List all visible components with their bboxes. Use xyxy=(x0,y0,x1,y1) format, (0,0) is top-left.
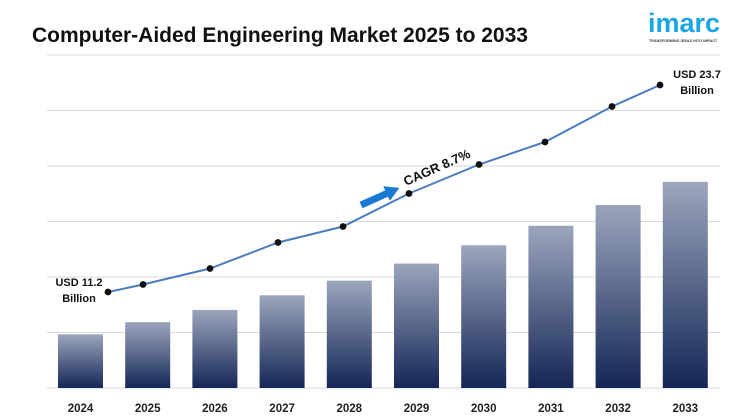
bar-2031 xyxy=(528,225,574,388)
trend-point-2033 xyxy=(656,81,664,89)
bar-2025 xyxy=(125,322,171,388)
bars xyxy=(58,181,708,388)
trend-point-2027 xyxy=(274,239,282,246)
trend-line-path xyxy=(107,84,661,293)
bar-2029 xyxy=(394,263,439,388)
trend-point-2030 xyxy=(475,161,483,168)
trend-point-2029 xyxy=(405,190,413,197)
end-value-label: USD 23.7 xyxy=(673,69,721,81)
x-tick-2025: 2025 xyxy=(135,403,161,415)
bar-2032 xyxy=(595,205,641,388)
trend-line xyxy=(104,81,664,296)
bar-2027 xyxy=(259,295,305,388)
trend-point-2031 xyxy=(541,138,549,146)
start-unit-label: Billion xyxy=(62,293,96,305)
chart-title: Computer-Aided Engineering Market 2025 t… xyxy=(32,24,528,47)
x-tick-2033: 2033 xyxy=(673,403,699,415)
x-tick-2027: 2027 xyxy=(269,403,295,415)
end-unit-label: Billion xyxy=(680,85,714,97)
trend-point-2028 xyxy=(339,223,347,230)
x-tick-2029: 2029 xyxy=(404,403,430,415)
bar-2033 xyxy=(662,181,708,388)
x-tick-2026: 2026 xyxy=(202,403,228,415)
bar-2024 xyxy=(58,334,103,388)
x-tick-2031: 2031 xyxy=(538,403,564,415)
logo-tagline: TRANSFORMING IDEAS INTO IMPACT xyxy=(649,39,718,43)
x-tick-2030: 2030 xyxy=(471,403,497,415)
x-axis-ticks: 2024 2025 2026 2027 2028 2029 2030 2031 2032 2033 xyxy=(68,403,698,415)
logo-wordmark: imarc xyxy=(648,8,721,38)
cagr-arrow xyxy=(359,186,400,209)
bar-2026 xyxy=(192,309,238,388)
trend-point-2024 xyxy=(104,288,112,296)
trend-point-2025 xyxy=(139,281,147,288)
start-value-label: USD 11.2 xyxy=(55,277,102,289)
bar-2028 xyxy=(326,280,372,388)
trend-point-2032 xyxy=(608,103,616,110)
imarc-logo: imarc TRANSFORMING IDEAS INTO IMPACT xyxy=(648,8,738,48)
cagr-arrow-shape xyxy=(359,186,400,209)
bar-2030 xyxy=(461,245,507,388)
x-tick-2028: 2028 xyxy=(337,403,363,415)
x-tick-2024: 2024 xyxy=(68,403,94,415)
x-tick-2032: 2032 xyxy=(605,403,631,415)
trend-point-2026 xyxy=(206,265,214,272)
